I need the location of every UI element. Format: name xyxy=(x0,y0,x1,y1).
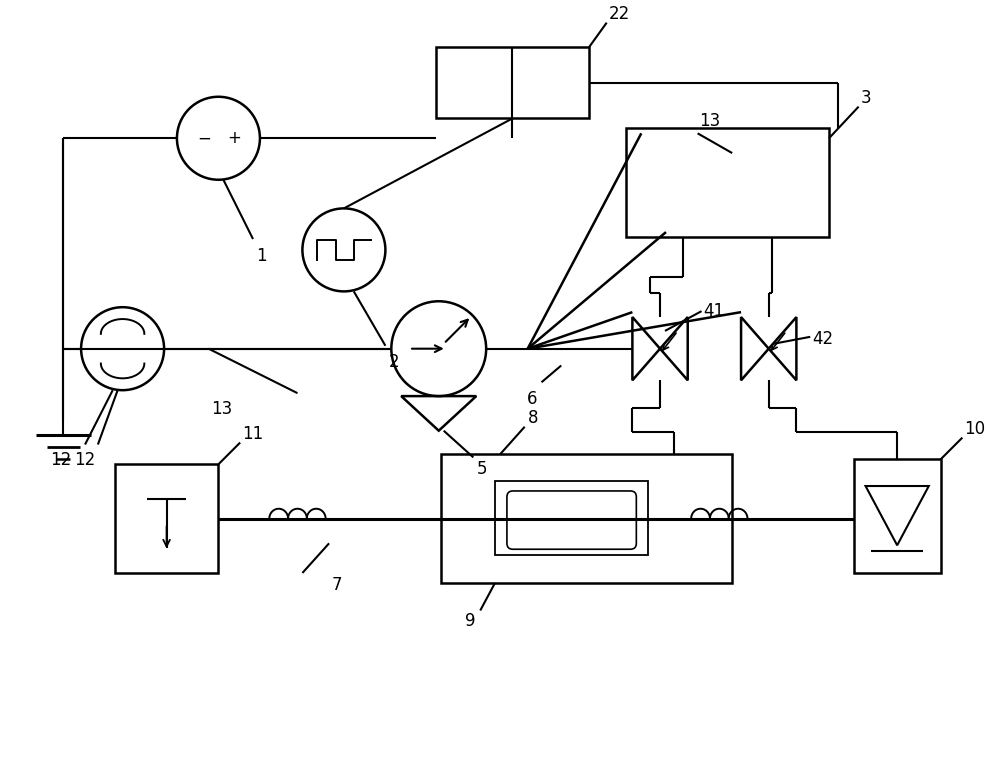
Text: 7: 7 xyxy=(332,576,343,594)
Text: 13: 13 xyxy=(212,400,233,418)
Text: 42: 42 xyxy=(812,330,833,347)
Text: 9: 9 xyxy=(465,613,475,630)
Text: +: + xyxy=(227,130,241,147)
Text: 41: 41 xyxy=(704,302,725,320)
Text: 1: 1 xyxy=(256,247,267,265)
Text: 11: 11 xyxy=(242,425,263,443)
Text: 12: 12 xyxy=(74,452,95,469)
Bar xyxy=(495,481,648,555)
Bar xyxy=(626,128,829,237)
Text: 6: 6 xyxy=(527,390,538,408)
Text: 22: 22 xyxy=(609,5,630,23)
Text: 13: 13 xyxy=(700,112,721,130)
Text: 3: 3 xyxy=(861,89,871,107)
Bar xyxy=(436,48,589,118)
Text: −: − xyxy=(198,130,212,147)
Text: 5: 5 xyxy=(476,460,487,479)
Text: 12: 12 xyxy=(50,452,71,469)
Text: 2: 2 xyxy=(388,353,399,370)
Bar xyxy=(854,459,941,573)
Bar xyxy=(115,464,218,573)
Bar xyxy=(441,454,732,583)
Text: 10: 10 xyxy=(964,420,985,438)
Text: 8: 8 xyxy=(528,409,538,426)
